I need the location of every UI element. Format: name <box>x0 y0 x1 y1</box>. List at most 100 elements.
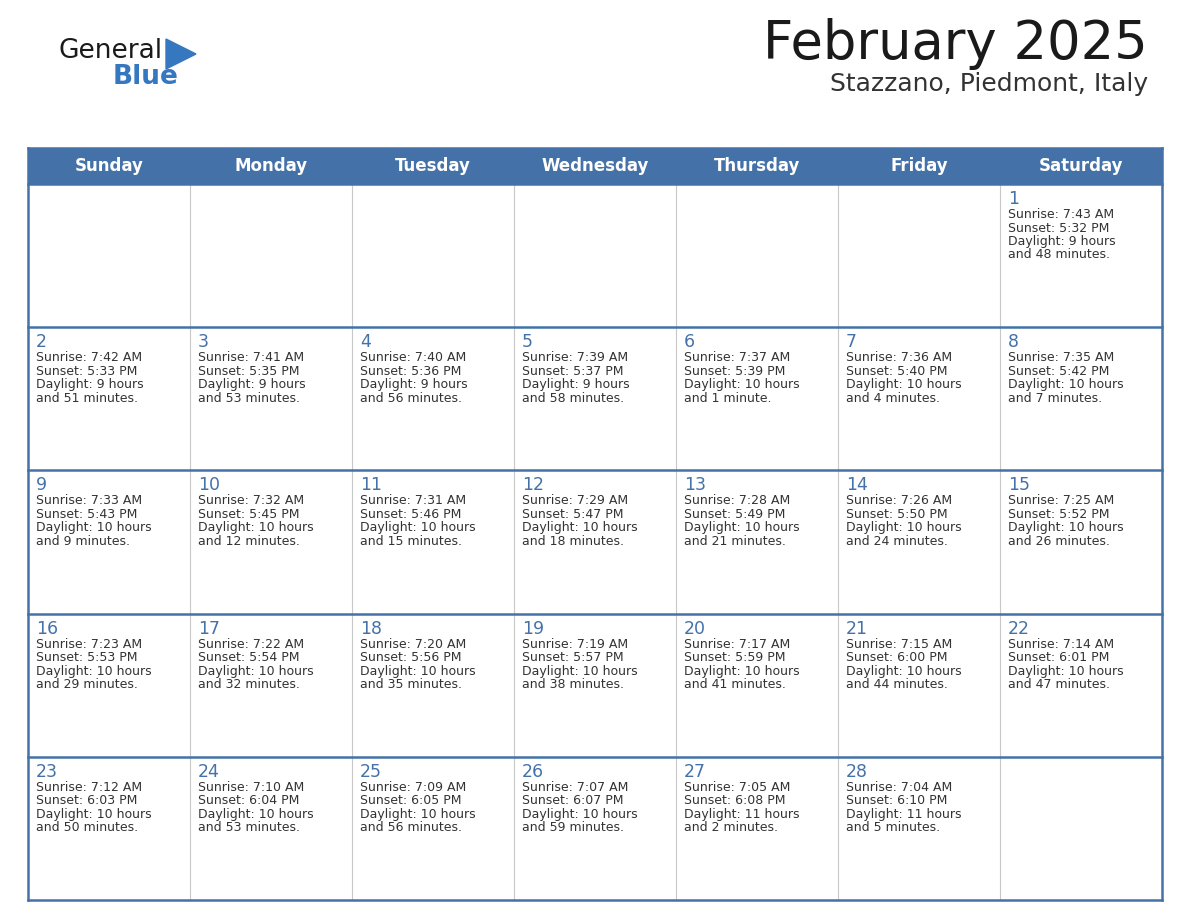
Text: Sunrise: 7:20 AM: Sunrise: 7:20 AM <box>360 638 466 651</box>
Text: Daylight: 10 hours: Daylight: 10 hours <box>1007 521 1124 534</box>
Text: Sunrise: 7:31 AM: Sunrise: 7:31 AM <box>360 495 466 508</box>
Text: Sunset: 5:43 PM: Sunset: 5:43 PM <box>36 508 138 521</box>
Text: Daylight: 10 hours: Daylight: 10 hours <box>846 378 961 391</box>
Text: Wednesday: Wednesday <box>542 157 649 175</box>
Text: and 44 minutes.: and 44 minutes. <box>846 678 948 691</box>
Text: Daylight: 11 hours: Daylight: 11 hours <box>684 808 800 821</box>
Text: Sunrise: 7:41 AM: Sunrise: 7:41 AM <box>198 352 304 364</box>
Text: 6: 6 <box>684 333 695 352</box>
Text: 3: 3 <box>198 333 209 352</box>
Text: and 7 minutes.: and 7 minutes. <box>1007 392 1102 405</box>
Text: and 21 minutes.: and 21 minutes. <box>684 535 786 548</box>
Text: Sunset: 6:10 PM: Sunset: 6:10 PM <box>846 794 947 807</box>
Text: Sunset: 5:47 PM: Sunset: 5:47 PM <box>522 508 624 521</box>
Text: 25: 25 <box>360 763 383 781</box>
Text: Sunrise: 7:39 AM: Sunrise: 7:39 AM <box>522 352 628 364</box>
Text: Saturday: Saturday <box>1038 157 1123 175</box>
Text: Sunrise: 7:33 AM: Sunrise: 7:33 AM <box>36 495 143 508</box>
Text: Daylight: 10 hours: Daylight: 10 hours <box>36 665 152 677</box>
Text: February 2025: February 2025 <box>763 18 1148 70</box>
Text: Daylight: 10 hours: Daylight: 10 hours <box>846 665 961 677</box>
Text: 23: 23 <box>36 763 58 781</box>
Text: 8: 8 <box>1007 333 1019 352</box>
Text: and 4 minutes.: and 4 minutes. <box>846 392 940 405</box>
Text: Friday: Friday <box>890 157 948 175</box>
Text: Daylight: 10 hours: Daylight: 10 hours <box>198 808 314 821</box>
Text: Sunrise: 7:26 AM: Sunrise: 7:26 AM <box>846 495 952 508</box>
Text: 19: 19 <box>522 620 544 638</box>
Text: Sunset: 6:08 PM: Sunset: 6:08 PM <box>684 794 785 807</box>
Text: Daylight: 9 hours: Daylight: 9 hours <box>198 378 305 391</box>
Text: Sunset: 5:59 PM: Sunset: 5:59 PM <box>684 651 785 664</box>
Text: Sunset: 5:36 PM: Sunset: 5:36 PM <box>360 364 461 377</box>
Text: Sunset: 6:00 PM: Sunset: 6:00 PM <box>846 651 948 664</box>
Text: and 26 minutes.: and 26 minutes. <box>1007 535 1110 548</box>
Text: Sunrise: 7:05 AM: Sunrise: 7:05 AM <box>684 781 790 794</box>
Text: Sunrise: 7:14 AM: Sunrise: 7:14 AM <box>1007 638 1114 651</box>
Text: Sunset: 5:33 PM: Sunset: 5:33 PM <box>36 364 138 377</box>
Text: Daylight: 9 hours: Daylight: 9 hours <box>360 378 468 391</box>
Bar <box>29 184 1162 327</box>
Text: Monday: Monday <box>234 157 308 175</box>
Text: and 9 minutes.: and 9 minutes. <box>36 535 129 548</box>
Text: Sunrise: 7:42 AM: Sunrise: 7:42 AM <box>36 352 143 364</box>
Text: Daylight: 10 hours: Daylight: 10 hours <box>360 808 475 821</box>
Text: 4: 4 <box>360 333 371 352</box>
Text: Sunset: 6:01 PM: Sunset: 6:01 PM <box>1007 651 1110 664</box>
Text: 16: 16 <box>36 620 58 638</box>
Text: and 56 minutes.: and 56 minutes. <box>360 822 462 834</box>
Text: 7: 7 <box>846 333 857 352</box>
Text: Sunset: 5:54 PM: Sunset: 5:54 PM <box>198 651 299 664</box>
Text: and 32 minutes.: and 32 minutes. <box>198 678 299 691</box>
Bar <box>29 327 1162 470</box>
Text: 22: 22 <box>1007 620 1030 638</box>
Text: 11: 11 <box>360 476 383 495</box>
Text: 27: 27 <box>684 763 706 781</box>
Text: Sunrise: 7:37 AM: Sunrise: 7:37 AM <box>684 352 790 364</box>
Text: Sunrise: 7:15 AM: Sunrise: 7:15 AM <box>846 638 953 651</box>
Text: and 18 minutes.: and 18 minutes. <box>522 535 624 548</box>
Text: Sunrise: 7:19 AM: Sunrise: 7:19 AM <box>522 638 628 651</box>
Text: 2: 2 <box>36 333 48 352</box>
Polygon shape <box>166 39 196 69</box>
Text: Daylight: 10 hours: Daylight: 10 hours <box>684 665 800 677</box>
Text: Daylight: 10 hours: Daylight: 10 hours <box>522 665 638 677</box>
Text: Stazzano, Piedmont, Italy: Stazzano, Piedmont, Italy <box>830 72 1148 96</box>
Text: Sunset: 5:53 PM: Sunset: 5:53 PM <box>36 651 138 664</box>
Text: 17: 17 <box>198 620 220 638</box>
Text: Daylight: 10 hours: Daylight: 10 hours <box>198 665 314 677</box>
Text: and 38 minutes.: and 38 minutes. <box>522 678 624 691</box>
Text: Sunrise: 7:09 AM: Sunrise: 7:09 AM <box>360 781 466 794</box>
Text: and 41 minutes.: and 41 minutes. <box>684 678 786 691</box>
Text: Sunset: 5:56 PM: Sunset: 5:56 PM <box>360 651 461 664</box>
Text: Daylight: 10 hours: Daylight: 10 hours <box>1007 378 1124 391</box>
Text: and 2 minutes.: and 2 minutes. <box>684 822 778 834</box>
Text: and 35 minutes.: and 35 minutes. <box>360 678 462 691</box>
Text: 14: 14 <box>846 476 868 495</box>
Text: Daylight: 10 hours: Daylight: 10 hours <box>684 521 800 534</box>
Text: Sunset: 5:50 PM: Sunset: 5:50 PM <box>846 508 948 521</box>
Text: Daylight: 10 hours: Daylight: 10 hours <box>846 521 961 534</box>
Text: and 53 minutes.: and 53 minutes. <box>198 392 301 405</box>
Text: Sunrise: 7:29 AM: Sunrise: 7:29 AM <box>522 495 628 508</box>
Text: Sunrise: 7:17 AM: Sunrise: 7:17 AM <box>684 638 790 651</box>
Text: Daylight: 10 hours: Daylight: 10 hours <box>360 665 475 677</box>
Text: Daylight: 10 hours: Daylight: 10 hours <box>36 521 152 534</box>
Text: 10: 10 <box>198 476 220 495</box>
Text: General: General <box>58 38 162 64</box>
Text: Daylight: 10 hours: Daylight: 10 hours <box>198 521 314 534</box>
Text: Sunrise: 7:36 AM: Sunrise: 7:36 AM <box>846 352 952 364</box>
Text: Daylight: 10 hours: Daylight: 10 hours <box>522 521 638 534</box>
Bar <box>29 470 1162 613</box>
Text: Sunrise: 7:12 AM: Sunrise: 7:12 AM <box>36 781 143 794</box>
Text: Daylight: 9 hours: Daylight: 9 hours <box>36 378 144 391</box>
Text: Daylight: 10 hours: Daylight: 10 hours <box>522 808 638 821</box>
Text: 28: 28 <box>846 763 868 781</box>
Text: Daylight: 10 hours: Daylight: 10 hours <box>360 521 475 534</box>
Text: Sunrise: 7:40 AM: Sunrise: 7:40 AM <box>360 352 466 364</box>
Text: Sunrise: 7:22 AM: Sunrise: 7:22 AM <box>198 638 304 651</box>
Text: Daylight: 11 hours: Daylight: 11 hours <box>846 808 961 821</box>
Text: and 50 minutes.: and 50 minutes. <box>36 822 138 834</box>
Text: 26: 26 <box>522 763 544 781</box>
Text: Sunset: 5:32 PM: Sunset: 5:32 PM <box>1007 221 1110 234</box>
